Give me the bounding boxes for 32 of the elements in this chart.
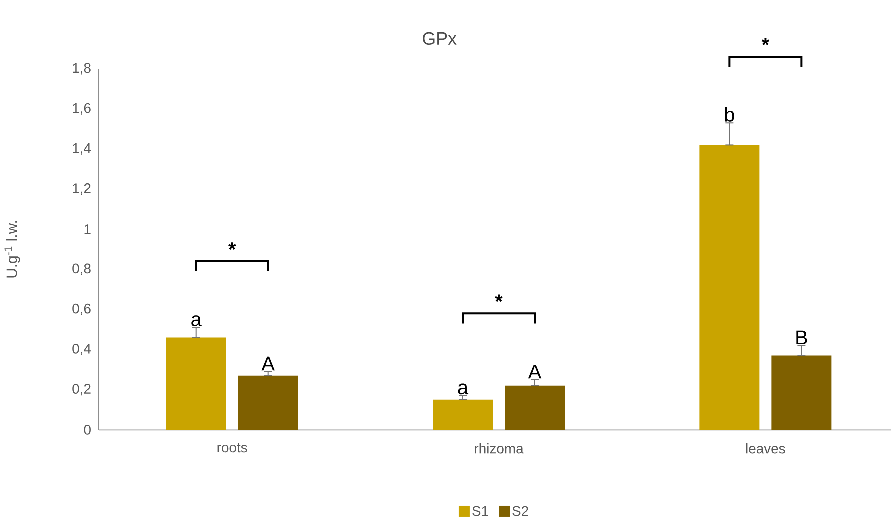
y-tick-label: 0,2 — [72, 384, 91, 396]
y-tick-label: 0,6 — [72, 304, 91, 316]
x-tick-label: leaves — [746, 444, 786, 454]
legend-label: S2 — [512, 506, 528, 516]
x-tick-label: roots — [218, 444, 248, 453]
y-tick-label: 1,6 — [73, 103, 91, 115]
data-label: a — [192, 316, 202, 326]
y-tick-label: 1,2 — [73, 184, 91, 196]
x-tick-label: rhizoma — [475, 444, 524, 454]
y-tick-label: 0,8 — [72, 264, 91, 276]
data-label: B — [796, 330, 808, 345]
y-tick-label: 1 — [84, 224, 91, 234]
bar — [772, 356, 832, 430]
data-label: b — [725, 107, 734, 122]
bar — [166, 338, 226, 430]
bar — [238, 376, 298, 430]
text: * — [762, 38, 770, 46]
y-tick-label: 0,4 — [72, 344, 92, 356]
data-label: A — [528, 364, 542, 379]
y-tick-label: 1,8 — [73, 63, 91, 75]
bar — [700, 145, 760, 430]
bar — [433, 400, 494, 430]
data-label: A — [262, 356, 275, 371]
legend-label: S1 — [472, 506, 488, 516]
bar — [505, 386, 566, 430]
y-tick-label: 0 — [84, 425, 91, 435]
annotation: * — [495, 294, 503, 302]
chart-title: GPx — [423, 32, 457, 46]
y-axis-title: U.g$^{-1}$ l.w. — [4, 221, 20, 278]
y-tick-label: 1,4 — [73, 144, 92, 155]
data-label: a — [458, 384, 469, 395]
annotation: * — [228, 242, 236, 250]
